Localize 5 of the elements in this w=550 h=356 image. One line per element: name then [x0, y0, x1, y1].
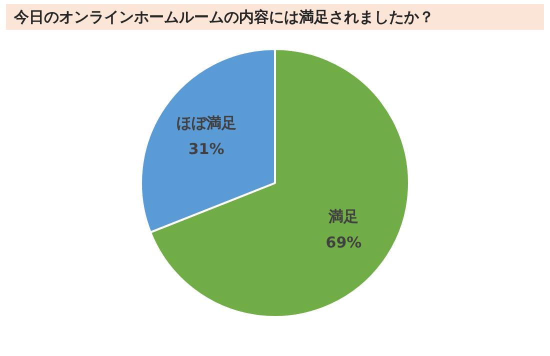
chart-title: 今日のオンラインホームルームの内容には満足されましたか？	[6, 4, 544, 30]
slice-label: 満足	[328, 208, 359, 226]
data-label: 31%	[188, 140, 224, 158]
data-label: 69%	[326, 234, 362, 252]
slice-label: ほぼ満足	[176, 114, 236, 132]
